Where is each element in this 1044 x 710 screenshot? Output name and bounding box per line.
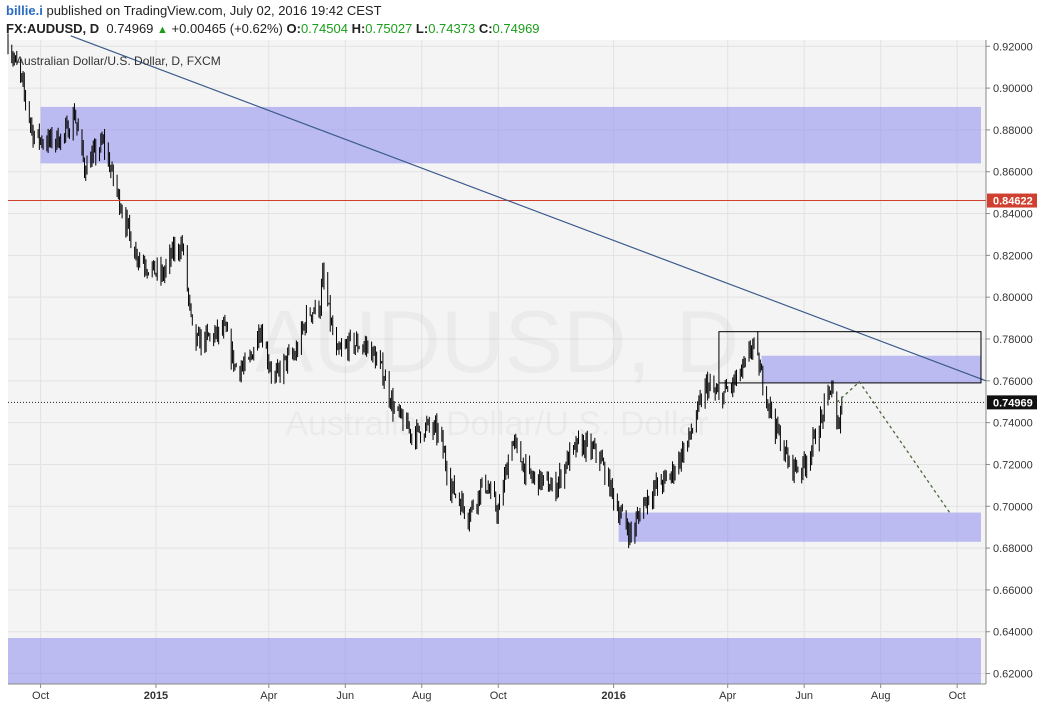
time-tick-label: Oct — [949, 690, 966, 702]
open-value: 0.74504 — [300, 21, 348, 36]
price-tick-label: 0.80000 — [993, 292, 1033, 304]
watermark-name: Australian Dollar/U.S. Dollar — [285, 405, 708, 443]
watermark: AUDUSD, D Australian Dollar/U.S. Dollar — [255, 292, 739, 443]
time-tick-label: Apr — [260, 690, 277, 702]
watermark-symbol: AUDUSD, D — [255, 292, 739, 391]
time-tick-label: 2016 — [601, 690, 625, 702]
price-tick-label: 0.62000 — [993, 669, 1033, 681]
close-label: C: — [478, 21, 493, 36]
price-tick-label: 0.92000 — [993, 41, 1033, 53]
symbol-label[interactable]: FX:AUDUSD, D — [6, 21, 100, 36]
range-rectangle[interactable] — [718, 331, 982, 384]
zones — [8, 106, 981, 684]
chart-title: Australian Dollar/U.S. Dollar, D, FXCM — [16, 54, 221, 68]
trendline[interactable] — [70, 35, 987, 382]
zone-rect[interactable] — [761, 355, 981, 383]
price-tick-label: 0.74000 — [993, 418, 1033, 430]
time-tick-label: Oct — [32, 690, 49, 702]
price-tick-label: 0.64000 — [993, 627, 1033, 639]
price-tick-label: 0.84000 — [993, 209, 1033, 221]
price-tick-label: 0.90000 — [993, 83, 1033, 95]
price-tick-label: 0.68000 — [993, 543, 1033, 555]
close-value: 0.74969 — [492, 21, 540, 36]
published-text: published on TradingView.com, July 02, 2… — [46, 3, 382, 18]
open-label: O: — [286, 21, 301, 36]
last-price: 0.74969 — [106, 21, 154, 36]
price-tick-label: 0.86000 — [993, 167, 1033, 179]
price-badge — [987, 193, 1037, 208]
drawings[interactable] — [8, 35, 987, 513]
price-tick-label: 0.66000 — [993, 585, 1033, 597]
projection-path[interactable] — [836, 380, 951, 513]
price-tick-label: 0.82000 — [993, 250, 1033, 262]
candles — [7, 33, 843, 549]
time-tick-label: Oct — [490, 690, 507, 702]
low-value: 0.74373 — [428, 21, 476, 36]
price-badge-label: 0.74969 — [993, 397, 1033, 409]
price-tick-label: 0.70000 — [993, 501, 1033, 513]
publish-info: billie.i published on TradingView.com, J… — [6, 3, 382, 18]
price-badge-label: 0.84622 — [993, 196, 1033, 208]
price-tick-label: 0.76000 — [993, 376, 1033, 388]
ohlc-line: FX:AUDUSD, D 0.74969 ▲ +0.00465 (+0.62%)… — [6, 21, 540, 36]
chart-header: billie.i published on TradingView.com, J… — [0, 0, 1044, 40]
high-value: 0.75027 — [365, 21, 413, 36]
price-change: +0.00465 (+0.62%) — [171, 21, 283, 36]
time-tick-label: Aug — [412, 690, 432, 702]
price-badge — [987, 395, 1037, 410]
axes: 0.92000 0.90000 0.88000 0.86000 0.84000 0.820… — [8, 40, 1037, 702]
time-tick-label: Aug — [871, 690, 891, 702]
zone-rect[interactable] — [618, 512, 981, 542]
low-label: L: — [415, 21, 429, 36]
zone-rect[interactable] — [40, 106, 981, 164]
price-tick-label: 0.88000 — [993, 125, 1033, 137]
time-tick-label: Jun — [795, 690, 813, 702]
time-tick-label: Apr — [719, 690, 736, 702]
price-tick-label: 0.72000 — [993, 459, 1033, 471]
up-arrow-icon: ▲ — [157, 24, 168, 36]
zone-rect[interactable] — [8, 638, 981, 684]
time-tick-label: 2015 — [144, 690, 168, 702]
price-tick-label: 0.78000 — [993, 334, 1033, 346]
author-link[interactable]: billie.i — [6, 3, 43, 18]
time-tick-label: Jun — [336, 690, 354, 702]
high-label: H: — [351, 21, 366, 36]
